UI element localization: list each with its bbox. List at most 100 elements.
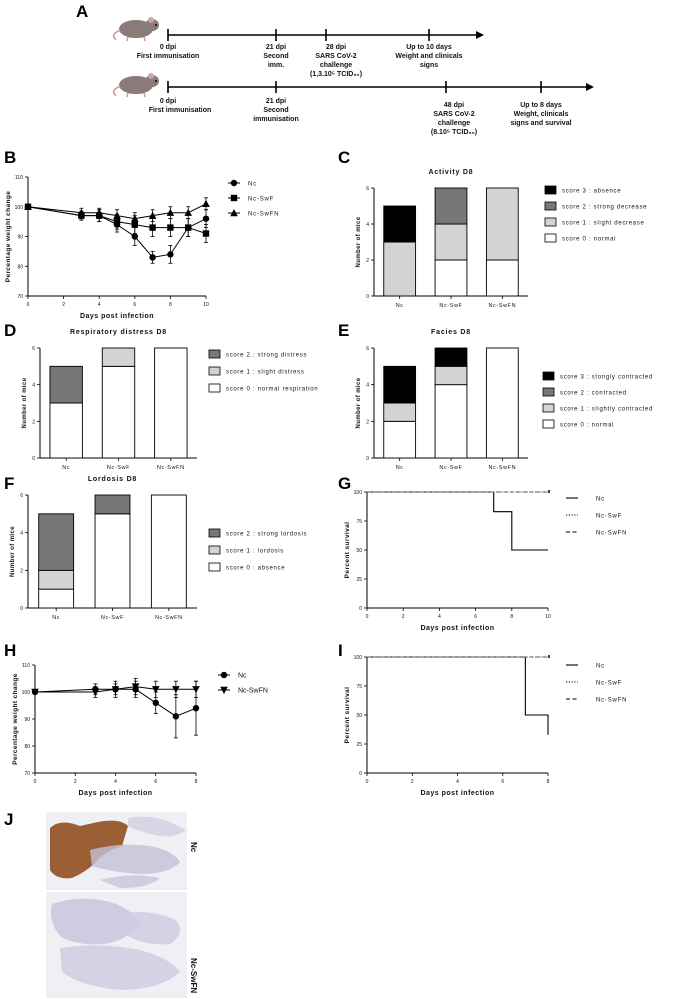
legend-swatch xyxy=(544,201,557,211)
data-point-Nc-SwF xyxy=(167,224,174,231)
panel-label-b: B xyxy=(4,148,16,167)
legend-label: score 0 : absence xyxy=(226,566,285,572)
bar-segment-Nc-SwFN xyxy=(485,259,519,297)
chart-activity: 0 2 4 6 Activity D8 Number of mice Nc Nc-SwF Nc-… xyxy=(356,169,647,309)
t1-e3-label: Up to 10 days xyxy=(406,44,452,51)
data-point-Nc-SwFN xyxy=(172,686,180,694)
t1-e0-label: 0 dpi xyxy=(160,44,176,51)
x-tick-label: 0 xyxy=(27,302,30,308)
data-point-Nc-SwFN xyxy=(111,686,120,694)
mouse-icon xyxy=(112,73,159,98)
bar-segment-Nc-SwF xyxy=(101,347,136,367)
data-point-Nc-SwFN xyxy=(148,211,157,219)
x-tick-label: 10 xyxy=(545,614,551,620)
x-tick-label: Nc-SwF xyxy=(439,303,462,309)
panel-label-h: H xyxy=(4,641,16,660)
legend-label: Nc-SwF xyxy=(248,197,274,203)
legend-label: score 2 : strong lordosis xyxy=(226,532,307,538)
t2-e2-sub2: challenge xyxy=(438,120,470,127)
y-tick-label: 100 xyxy=(22,690,31,696)
y-tick-label: 110 xyxy=(22,663,30,669)
chart-weight-b: 0 2 4 6 8 10 70 80 90 100 110 Days post infection Pe… xyxy=(5,175,278,320)
x-tick-label: Nc-SwFN xyxy=(157,465,185,471)
legend-label: score 3 : absence xyxy=(562,189,621,195)
stain-region xyxy=(50,820,128,879)
t1-e3-sub2: signs xyxy=(420,62,438,69)
t1-e2-label: 28 dpi xyxy=(326,44,346,51)
x-tick-label: 4 xyxy=(438,614,441,620)
t2-e3-label: Up to 8 days xyxy=(520,102,562,109)
data-point-Nc-SwFN xyxy=(24,202,32,210)
panel-label-e: E xyxy=(338,321,349,340)
data-point-Nc-SwFN xyxy=(202,199,210,207)
x-tick-label: 8 xyxy=(169,302,172,308)
legend-swatch xyxy=(542,387,555,397)
x-tick-label: Nc-SwF xyxy=(439,465,462,471)
x-axis-label: Days post infection xyxy=(78,790,152,797)
y-axis-label: Number of mice xyxy=(356,377,362,428)
legend-label: score 1 : slight decrease xyxy=(562,221,645,227)
chart-lordosis: 0 2 4 6 Lordosis D8 Number of mice Nc Nc-SwF Nc-… xyxy=(10,476,307,621)
data-point-Nc-SwFN xyxy=(77,208,86,216)
timeline-1: 0 dpi First immunisation 21 dpi Second i… xyxy=(112,17,484,78)
x-tick-label: 2 xyxy=(74,779,77,785)
timeline-2: 0 dpi First immunisation 21 dpi Second i… xyxy=(112,73,594,136)
x-tick-label: 6 xyxy=(501,779,504,785)
data-point-Nc-SwF xyxy=(202,230,210,237)
chart-weight-h: 0 2 4 6 8 70 80 90 100 110 Days post infection Perc… xyxy=(12,663,268,797)
t2-e3-sub2: signs and survival xyxy=(510,120,571,127)
bar-segment-Nc xyxy=(383,205,417,243)
bar-segment-Nc-SwF xyxy=(434,223,468,261)
histology-label-ncswfn: Nc-SwFN xyxy=(189,958,198,993)
legend-label: score 2 : strong distress xyxy=(226,353,307,359)
x-tick-label: 8 xyxy=(547,779,550,785)
y-tick-label: 75 xyxy=(356,684,362,690)
t2-e1-label: 21 dpi xyxy=(266,98,286,105)
legend-marker xyxy=(220,686,228,694)
x-tick-label: Nc xyxy=(396,465,404,471)
data-point-Nc-SwFN xyxy=(31,688,39,696)
t1-e1-sub: Second xyxy=(263,53,288,60)
legend-label: score 3 : stongly contracted xyxy=(560,375,653,381)
y-tick-label: 2 xyxy=(20,568,23,574)
y-tick-label: 90 xyxy=(17,235,23,241)
legend-label: score 2 : strong decrease xyxy=(562,205,647,211)
bar-segment-Nc-SwF xyxy=(434,365,468,386)
y-tick-label: 6 xyxy=(32,346,35,352)
data-point-Nc xyxy=(131,233,138,240)
y-tick-label: 25 xyxy=(356,577,362,583)
y-tick-label: 25 xyxy=(356,742,362,748)
t2-e3-sub: Weight, clinicals xyxy=(514,111,569,118)
legend-marker xyxy=(220,671,228,679)
y-tick-label: 100 xyxy=(354,490,363,496)
t2-e2-sub3: (8.10⁵ TCID₅₀) xyxy=(431,129,477,136)
y-tick-label: 0 xyxy=(20,606,23,612)
y-tick-label: 70 xyxy=(24,771,30,777)
legend-label: score 0 : normal respiration xyxy=(226,387,318,393)
x-tick-label: 4 xyxy=(114,779,117,785)
mouse-icon xyxy=(112,17,159,42)
bar-segment-Nc xyxy=(38,588,75,609)
panel-label-f: F xyxy=(4,474,14,493)
data-point-Nc xyxy=(149,254,156,261)
legend-label: Nc-SwFN xyxy=(596,698,627,704)
t1-e2-sub: SARS CoV-2 xyxy=(315,53,356,60)
bar-segment-Nc-SwFN xyxy=(154,347,188,459)
y-tick-label: 2 xyxy=(32,419,35,425)
x-tick-label: Nc-SwF xyxy=(107,465,130,471)
y-tick-label: 0 xyxy=(32,456,35,462)
panel-label-j: J xyxy=(4,810,13,829)
t2-e1-sub: Second xyxy=(263,107,288,114)
t2-e0-sub: First immunisation xyxy=(149,107,212,114)
legend-label: score 1 : slight distress xyxy=(226,370,305,376)
x-tick-label: Nc xyxy=(396,303,404,309)
chart-respiratory: 0 2 4 6 Respiratory distress D8 Number of mic… xyxy=(22,329,318,471)
y-tick-label: 4 xyxy=(366,222,369,228)
y-tick-label: 0 xyxy=(366,456,369,462)
histology-label-nc: Nc xyxy=(189,842,198,853)
y-tick-label: 100 xyxy=(15,205,24,211)
t2-e0-label: 0 dpi xyxy=(160,98,176,105)
y-tick-label: 4 xyxy=(32,383,35,389)
